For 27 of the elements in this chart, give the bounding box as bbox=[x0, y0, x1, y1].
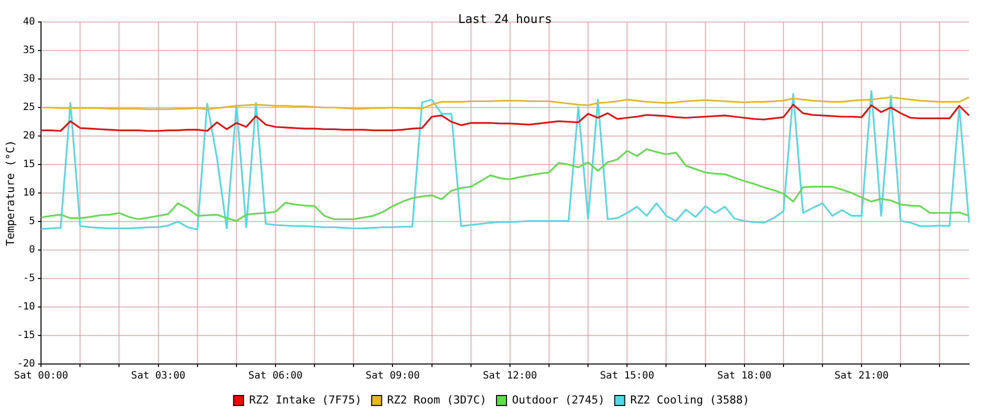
y-tick-label: -5 bbox=[23, 273, 36, 284]
legend-label: RZ2 Room (3D7C) bbox=[387, 393, 487, 406]
x-tick-label: Sat 00:00 bbox=[14, 370, 68, 382]
y-tick-label: -20 bbox=[17, 358, 36, 370]
y-tick-label: 10 bbox=[23, 188, 36, 199]
legend-label: RZ2 Cooling (3588) bbox=[630, 393, 750, 406]
x-tick-label: Sat 12:00 bbox=[482, 370, 538, 382]
y-tick-label: 40 bbox=[23, 16, 36, 28]
x-tick-label: Sat 18:00 bbox=[717, 370, 772, 382]
y-tick-label: 15 bbox=[23, 159, 36, 170]
y-tick-label: 25 bbox=[23, 102, 36, 114]
legend-label: Outdoor (2745) bbox=[512, 393, 605, 406]
y-tick-label: 20 bbox=[23, 130, 36, 142]
y-axis-title: Temperature (°C) bbox=[4, 140, 17, 246]
x-tick-label: Sat 15:00 bbox=[600, 370, 654, 382]
chart-title: Last 24 hours bbox=[458, 12, 552, 26]
x-tick-label: Sat 03:00 bbox=[131, 370, 186, 382]
y-tick-label: -15 bbox=[17, 330, 36, 342]
x-tick-label: Sat 09:00 bbox=[366, 370, 420, 382]
y-tick-label: 5 bbox=[29, 216, 36, 228]
y-tick-label: 0 bbox=[29, 244, 36, 256]
x-tick-label: Sat 21:00 bbox=[834, 370, 889, 382]
y-tick-label: 35 bbox=[23, 45, 36, 56]
y-tick-label: -10 bbox=[17, 302, 36, 313]
x-tick-label: Sat 06:00 bbox=[248, 370, 303, 382]
y-tick-label: 30 bbox=[23, 74, 36, 85]
legend-label: RZ2 Intake (7F75) bbox=[249, 393, 362, 406]
